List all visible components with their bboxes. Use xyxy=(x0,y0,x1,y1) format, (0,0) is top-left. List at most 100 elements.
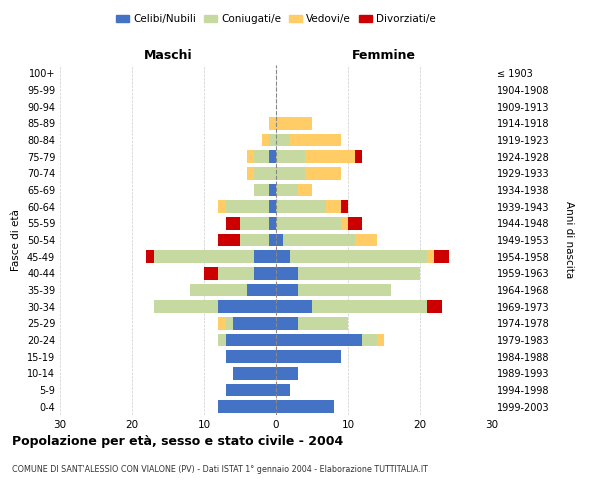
Bar xyxy=(276,134,341,146)
Bar xyxy=(218,334,276,346)
Bar xyxy=(204,267,276,280)
Bar xyxy=(276,317,298,330)
Bar xyxy=(247,167,276,179)
Bar xyxy=(269,184,276,196)
Bar xyxy=(218,200,276,213)
Bar xyxy=(247,284,276,296)
Bar xyxy=(226,200,276,213)
Bar xyxy=(233,367,276,380)
Bar xyxy=(226,350,276,363)
Bar xyxy=(276,350,341,363)
Bar xyxy=(276,200,348,213)
Bar xyxy=(276,350,341,363)
Bar xyxy=(276,250,290,263)
Y-axis label: Anni di nascita: Anni di nascita xyxy=(563,202,574,278)
Bar xyxy=(276,217,341,230)
Bar xyxy=(226,384,276,396)
Bar xyxy=(276,317,348,330)
Bar xyxy=(218,267,276,280)
Bar xyxy=(276,150,305,163)
Bar xyxy=(276,234,355,246)
Bar xyxy=(276,367,298,380)
Bar xyxy=(233,367,276,380)
Legend: Celibi/Nubili, Coniugati/e, Vedovi/e, Divorziati/e: Celibi/Nubili, Coniugati/e, Vedovi/e, Di… xyxy=(112,10,440,29)
Bar xyxy=(276,334,377,346)
Bar xyxy=(276,200,341,213)
Bar xyxy=(276,300,427,313)
Bar xyxy=(269,200,276,213)
Bar xyxy=(276,400,334,413)
Bar xyxy=(254,267,276,280)
Bar xyxy=(276,284,391,296)
Bar xyxy=(276,267,420,280)
Bar xyxy=(218,317,276,330)
Bar xyxy=(262,134,276,146)
Bar xyxy=(146,250,276,263)
Bar xyxy=(190,284,276,296)
Bar xyxy=(218,400,276,413)
Bar xyxy=(218,400,276,413)
Text: Femmine: Femmine xyxy=(352,48,416,62)
Bar xyxy=(233,367,276,380)
Bar xyxy=(226,384,276,396)
Bar xyxy=(218,334,276,346)
Bar xyxy=(218,267,276,280)
Bar xyxy=(276,134,341,146)
Bar xyxy=(254,184,276,196)
Bar xyxy=(226,317,276,330)
Bar xyxy=(218,200,276,213)
Bar xyxy=(269,134,276,146)
Bar xyxy=(276,384,290,396)
Bar xyxy=(276,184,298,196)
Bar xyxy=(276,300,442,313)
Bar xyxy=(276,300,312,313)
Bar xyxy=(269,150,276,163)
Bar xyxy=(262,134,276,146)
Bar xyxy=(190,284,276,296)
Bar xyxy=(276,300,427,313)
Bar xyxy=(269,234,276,246)
Bar xyxy=(276,117,312,130)
Bar xyxy=(247,167,276,179)
Bar xyxy=(154,250,276,263)
Bar xyxy=(276,284,298,296)
Bar xyxy=(240,217,276,230)
Text: Popolazione per età, sesso e stato civile - 2004: Popolazione per età, sesso e stato civil… xyxy=(12,435,343,448)
Bar xyxy=(276,317,348,330)
Bar xyxy=(276,167,305,179)
Bar xyxy=(276,317,348,330)
Bar xyxy=(233,367,276,380)
Bar xyxy=(276,367,298,380)
Bar xyxy=(276,217,362,230)
Bar xyxy=(240,217,276,230)
Bar xyxy=(276,234,377,246)
Bar xyxy=(276,184,312,196)
Bar xyxy=(154,300,276,313)
Bar xyxy=(276,384,290,396)
Bar xyxy=(276,367,298,380)
Bar xyxy=(276,384,290,396)
Bar xyxy=(226,217,276,230)
Bar xyxy=(218,234,276,246)
Y-axis label: Fasce di età: Fasce di età xyxy=(11,209,21,271)
Bar xyxy=(276,400,334,413)
Bar xyxy=(276,267,298,280)
Bar xyxy=(276,150,362,163)
Bar xyxy=(226,384,276,396)
Bar xyxy=(218,300,276,313)
Bar xyxy=(269,117,276,130)
Bar xyxy=(276,150,355,163)
Bar xyxy=(226,334,276,346)
Bar xyxy=(276,284,391,296)
Bar xyxy=(276,367,298,380)
Bar xyxy=(276,250,434,263)
Bar xyxy=(254,167,276,179)
Bar xyxy=(276,334,362,346)
Bar xyxy=(226,350,276,363)
Bar xyxy=(218,400,276,413)
Bar xyxy=(276,334,384,346)
Bar xyxy=(269,117,276,130)
Bar xyxy=(276,134,290,146)
Bar xyxy=(154,300,276,313)
Bar xyxy=(276,334,384,346)
